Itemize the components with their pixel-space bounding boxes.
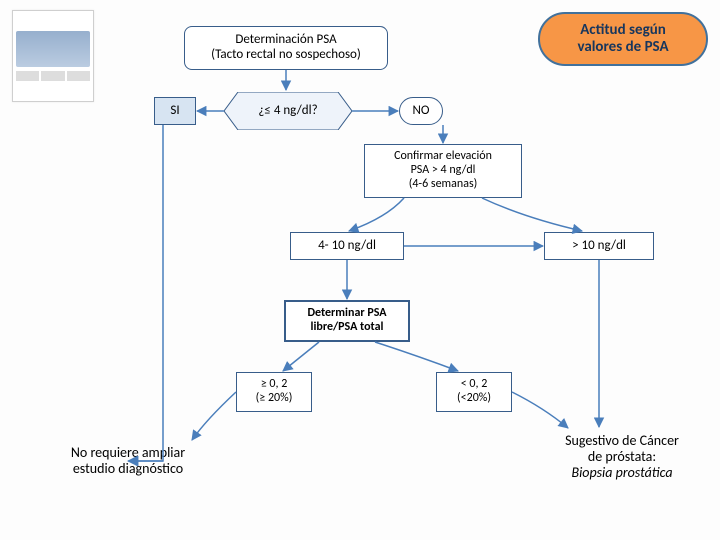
confirm-l1: Confirmar elevación bbox=[394, 150, 492, 164]
sugest-l1: Sugestivo de Cáncer bbox=[565, 433, 679, 449]
node-gt10: > 10 ng/dl bbox=[544, 232, 654, 260]
node-si: SI bbox=[154, 97, 196, 125]
node-4-10: 4- 10 ng/dl bbox=[290, 232, 404, 260]
decision-label: ¿≤ 4 ng/dl? bbox=[224, 92, 352, 130]
node-decision: ¿≤ 4 ng/dl? bbox=[224, 92, 352, 130]
header-line1: Actitud según bbox=[577, 22, 668, 39]
node-confirm: Confirmar elevación PSA > 4 ng/dl (4-6 s… bbox=[364, 144, 522, 198]
noreq-l2: estudio diagnóstico bbox=[71, 461, 185, 477]
node-lt02: < 0, 2 (<20%) bbox=[436, 372, 512, 412]
node-no: NO bbox=[399, 97, 443, 125]
confirm-l3: (4-6 semanas) bbox=[394, 178, 492, 192]
sugest-l2: de próstata: bbox=[565, 449, 679, 465]
lt02-l2: (<20%) bbox=[457, 392, 491, 406]
node-determinar: Determinar PSA libre/PSA total bbox=[284, 300, 410, 342]
det-l1: Determinar PSA bbox=[307, 307, 386, 321]
confirm-l2: PSA > 4 ng/dl bbox=[394, 164, 492, 178]
ge02-l2: (≥ 20%) bbox=[256, 392, 293, 406]
ge02-l1: ≥ 0, 2 bbox=[256, 378, 293, 392]
node-start: Determinación PSA (Tacto rectal no sospe… bbox=[184, 26, 388, 70]
start-line1: Determinación PSA bbox=[211, 33, 361, 48]
header-line2: valores de PSA bbox=[577, 39, 668, 56]
noreq-l1: No requiere ampliar bbox=[71, 445, 185, 461]
det-l2: libre/PSA total bbox=[307, 321, 386, 335]
document-thumbnail bbox=[12, 10, 94, 102]
node-ge02: ≥ 0, 2 (≥ 20%) bbox=[236, 372, 312, 412]
sugest-l3: Biopsia prostática bbox=[565, 465, 679, 481]
lt02-l1: < 0, 2 bbox=[457, 378, 491, 392]
node-noreq: No requiere ampliar estudio diagnóstico bbox=[46, 440, 210, 482]
header-title: Actitud según valores de PSA bbox=[538, 12, 708, 66]
start-line2: (Tacto rectal no sospechoso) bbox=[211, 48, 361, 63]
node-sugest: Sugestivo de Cáncer de próstata: Biopsia… bbox=[538, 428, 706, 486]
